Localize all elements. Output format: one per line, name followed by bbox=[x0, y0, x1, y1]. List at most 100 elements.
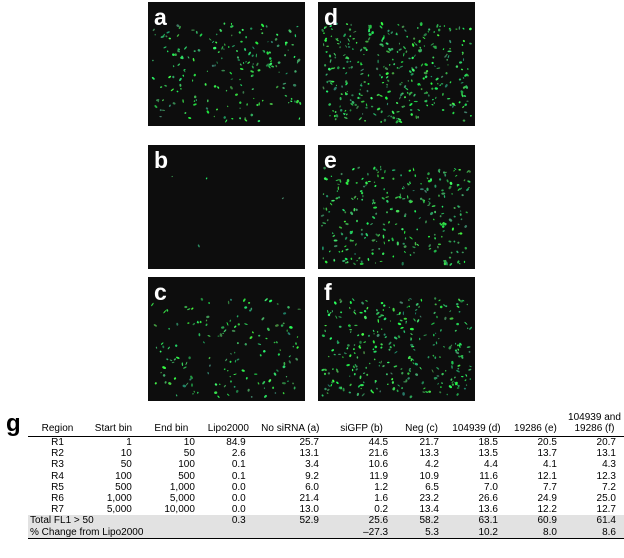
cell bbox=[411, 56, 414, 60]
cell bbox=[423, 387, 426, 390]
cell bbox=[345, 56, 350, 60]
cell bbox=[282, 392, 285, 395]
cell bbox=[350, 257, 353, 260]
cell bbox=[410, 333, 413, 336]
cell bbox=[205, 323, 208, 327]
cell bbox=[151, 302, 154, 307]
cell bbox=[243, 298, 246, 302]
cell bbox=[171, 175, 173, 178]
cell bbox=[466, 327, 469, 330]
cell bbox=[407, 182, 409, 185]
cell bbox=[353, 195, 357, 199]
cell bbox=[438, 337, 440, 340]
cell bbox=[324, 324, 327, 327]
cell bbox=[332, 110, 334, 112]
cell bbox=[177, 63, 181, 66]
cell bbox=[450, 251, 453, 254]
cell bbox=[434, 45, 437, 49]
cell bbox=[403, 52, 405, 57]
column-header: Lipo2000 bbox=[202, 412, 254, 437]
cell bbox=[339, 105, 341, 108]
cell bbox=[360, 94, 363, 96]
cell bbox=[403, 330, 406, 333]
cell bbox=[354, 103, 357, 107]
cell bbox=[251, 88, 254, 90]
cell bbox=[449, 263, 453, 266]
cell bbox=[413, 318, 416, 322]
table-cell: 12.3 bbox=[596, 470, 616, 482]
table-cell: 18.5 bbox=[478, 437, 498, 449]
cell bbox=[257, 382, 260, 385]
cell bbox=[380, 346, 383, 349]
cell bbox=[229, 360, 232, 363]
cell bbox=[383, 118, 387, 122]
cell bbox=[335, 114, 339, 118]
cell bbox=[465, 374, 468, 377]
cell bbox=[331, 232, 334, 234]
column-header: Start bin bbox=[86, 412, 140, 437]
table-cell: 10.9 bbox=[419, 470, 439, 482]
cell bbox=[356, 392, 360, 396]
cell bbox=[438, 178, 442, 181]
cell bbox=[191, 29, 195, 31]
cell bbox=[449, 29, 452, 32]
table-cell: 44.5 bbox=[368, 437, 389, 449]
cell bbox=[237, 59, 241, 61]
cell bbox=[349, 230, 352, 235]
cell bbox=[405, 50, 408, 53]
cell bbox=[376, 333, 380, 337]
cell bbox=[448, 27, 451, 30]
cell bbox=[440, 235, 443, 238]
cell bbox=[380, 110, 383, 114]
cell bbox=[437, 28, 441, 32]
cell bbox=[376, 311, 380, 315]
cell bbox=[425, 99, 428, 102]
cell bbox=[325, 37, 328, 40]
cell bbox=[236, 358, 240, 361]
cell bbox=[384, 336, 387, 339]
cell bbox=[355, 208, 358, 211]
cell bbox=[380, 21, 384, 26]
cell bbox=[409, 109, 413, 111]
cell bbox=[214, 391, 218, 395]
cell bbox=[446, 53, 448, 56]
cell bbox=[469, 326, 473, 330]
panel-letter: a bbox=[154, 4, 167, 30]
cell bbox=[410, 73, 414, 76]
cell bbox=[364, 315, 367, 320]
cell bbox=[187, 308, 191, 311]
cell bbox=[420, 63, 424, 67]
cell bbox=[434, 87, 438, 90]
cell bbox=[283, 362, 286, 366]
cell bbox=[428, 198, 431, 200]
cell bbox=[359, 190, 363, 193]
cell bbox=[193, 50, 196, 53]
cell bbox=[221, 69, 225, 72]
cell bbox=[390, 372, 393, 375]
table-cell: R1 bbox=[51, 437, 64, 449]
cell bbox=[376, 309, 378, 312]
cell bbox=[367, 180, 371, 183]
table-cell: 0.2 bbox=[374, 504, 389, 516]
cell bbox=[340, 386, 343, 390]
cell bbox=[169, 359, 173, 362]
cell bbox=[396, 67, 399, 69]
cell bbox=[383, 304, 386, 307]
cell bbox=[207, 371, 209, 375]
cell bbox=[457, 232, 460, 235]
cell bbox=[422, 36, 426, 40]
cells bbox=[320, 165, 471, 266]
cell bbox=[230, 34, 233, 37]
cell bbox=[256, 62, 259, 66]
cell bbox=[351, 100, 355, 104]
cell bbox=[227, 300, 230, 305]
cell bbox=[375, 240, 378, 242]
cell bbox=[274, 38, 278, 41]
cell bbox=[193, 73, 196, 77]
cell bbox=[339, 300, 343, 304]
cell bbox=[428, 235, 430, 238]
cell bbox=[322, 246, 324, 251]
cell bbox=[197, 321, 200, 324]
cell bbox=[409, 236, 413, 240]
cell bbox=[177, 48, 181, 51]
